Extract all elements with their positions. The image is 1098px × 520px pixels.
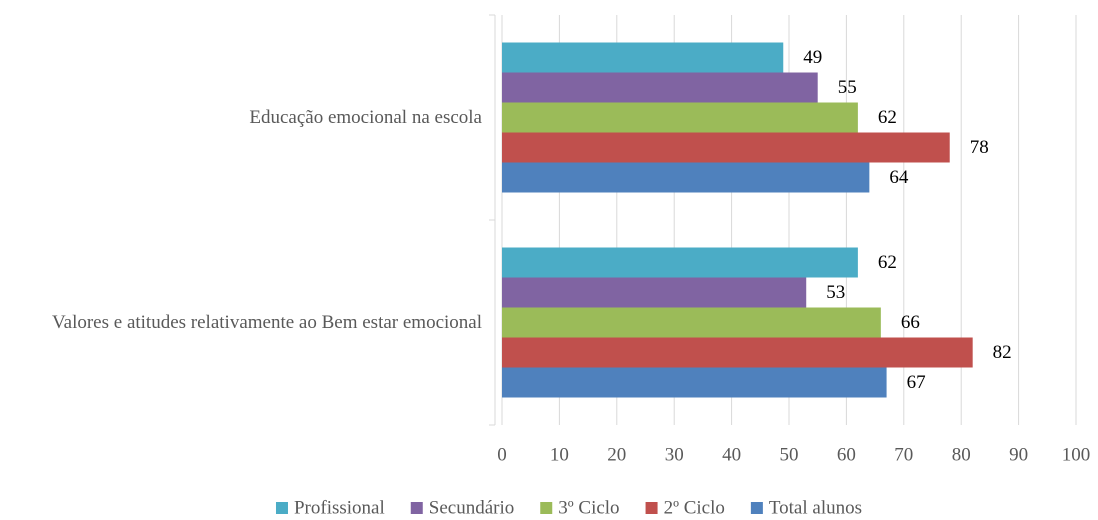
x-tick-label: 40 xyxy=(722,444,741,465)
y-tick-label: Valores e atitudes relativamente ao Bem … xyxy=(0,311,482,335)
data-label: 66 xyxy=(901,312,920,333)
data-label: 55 xyxy=(838,77,857,98)
legend-label: Total alunos xyxy=(769,497,862,518)
bar xyxy=(502,162,870,193)
x-tick-label: 80 xyxy=(952,444,971,465)
legend-swatch xyxy=(645,502,658,514)
legend-label: 2º Ciclo xyxy=(664,497,725,518)
bar xyxy=(502,337,973,368)
y-tick-label: Educação emocional na escola xyxy=(0,106,482,130)
bar xyxy=(502,72,818,103)
x-tick-label: 20 xyxy=(607,444,626,465)
category-label: Valores e atitudes relativamente ao Bem … xyxy=(52,311,482,333)
x-tick-label: 70 xyxy=(894,444,913,465)
legend-swatch xyxy=(275,502,288,514)
bar xyxy=(502,277,807,308)
bar xyxy=(502,247,858,278)
bar xyxy=(502,102,858,133)
x-tick-label: 30 xyxy=(665,444,684,465)
legend-swatch xyxy=(750,502,763,514)
legend-swatch xyxy=(540,502,553,514)
legend-label: Profissional xyxy=(294,497,385,518)
data-label: 49 xyxy=(803,47,822,68)
bar xyxy=(502,132,950,163)
legend-label: Secundário xyxy=(429,497,514,518)
x-tick-label: 60 xyxy=(837,444,856,465)
legend-swatch xyxy=(410,502,423,514)
bar xyxy=(502,367,887,398)
x-tick-label: 90 xyxy=(1009,444,1028,465)
data-label: 64 xyxy=(889,167,909,188)
legend-label: 3º Ciclo xyxy=(558,497,619,518)
bar xyxy=(502,307,881,338)
bar xyxy=(502,42,784,73)
x-tick-label: 10 xyxy=(550,444,569,465)
data-label: 67 xyxy=(907,372,926,393)
category-label: Educação emocional na escola xyxy=(249,106,482,128)
data-label: 82 xyxy=(993,342,1012,363)
x-tick-label: 0 xyxy=(497,444,507,465)
data-label: 62 xyxy=(878,107,897,128)
data-label: 53 xyxy=(826,282,845,303)
x-tick-label: 100 xyxy=(1062,444,1091,465)
data-label: 78 xyxy=(970,137,989,158)
data-label: 62 xyxy=(878,252,897,273)
x-tick-label: 50 xyxy=(780,444,799,465)
